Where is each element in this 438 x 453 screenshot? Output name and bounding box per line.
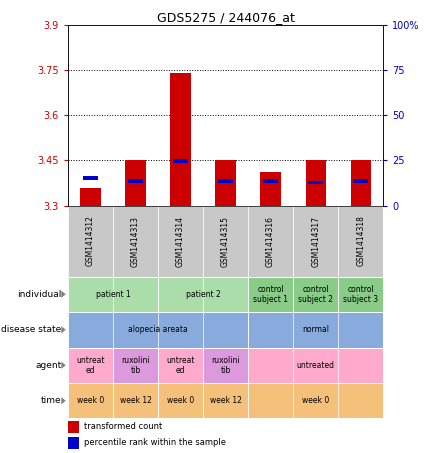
Bar [68, 206, 113, 276]
Bar [203, 383, 248, 419]
Bar [68, 312, 248, 347]
Text: disease state: disease state [1, 325, 61, 334]
Text: GSM1414318: GSM1414318 [356, 216, 365, 266]
Bar [293, 276, 338, 312]
Text: agent: agent [35, 361, 61, 370]
Text: week 0: week 0 [302, 396, 329, 405]
Text: GSM1414314: GSM1414314 [176, 216, 185, 266]
Text: percentile rank within the sample: percentile rank within the sample [84, 439, 226, 448]
Bar [113, 206, 158, 276]
Bar [158, 383, 203, 419]
Text: week 12: week 12 [210, 396, 241, 405]
Text: control
subject 2: control subject 2 [298, 284, 333, 304]
Text: GSM1414316: GSM1414316 [266, 216, 275, 266]
Text: normal: normal [302, 325, 329, 334]
Bar [68, 276, 158, 312]
Text: ruxolini
tib: ruxolini tib [211, 356, 240, 375]
Bar [203, 206, 248, 276]
Bar [113, 383, 158, 419]
Bar [68, 347, 113, 383]
Text: patient 2: patient 2 [186, 290, 220, 299]
Bar [68, 437, 79, 449]
Title: GDS5275 / 244076_at: GDS5275 / 244076_at [157, 11, 294, 24]
Text: week 0: week 0 [77, 396, 104, 405]
Bar [350, 160, 371, 206]
Bar [248, 383, 383, 419]
Text: untreat
ed: untreat ed [76, 356, 105, 375]
Bar [261, 173, 281, 206]
Bar [218, 179, 233, 183]
Bar [248, 312, 383, 347]
Bar [263, 179, 278, 183]
Text: alopecia areata: alopecia areata [128, 325, 188, 334]
Bar [248, 206, 293, 276]
Text: GSM1414317: GSM1414317 [311, 216, 320, 266]
Text: GSM1414312: GSM1414312 [86, 216, 95, 266]
Text: time: time [41, 396, 61, 405]
Text: untreat
ed: untreat ed [166, 356, 195, 375]
Text: patient 1: patient 1 [95, 290, 131, 299]
Bar [170, 73, 191, 206]
Bar [338, 276, 383, 312]
Bar [158, 347, 203, 383]
Bar [306, 160, 326, 206]
Text: untreated: untreated [297, 361, 335, 370]
Bar [215, 160, 236, 206]
Bar [353, 179, 368, 183]
Text: week 12: week 12 [120, 396, 152, 405]
Bar [293, 206, 338, 276]
Text: transformed count: transformed count [84, 422, 162, 431]
Bar [68, 383, 113, 419]
Text: GSM1414315: GSM1414315 [221, 216, 230, 266]
Bar [68, 421, 79, 433]
Bar [173, 159, 188, 164]
Bar [308, 181, 323, 184]
Text: control
subject 1: control subject 1 [253, 284, 288, 304]
Bar [125, 160, 145, 206]
Bar [248, 347, 383, 383]
Bar [158, 206, 203, 276]
Text: ruxolini
tib: ruxolini tib [121, 356, 150, 375]
Text: control
subject 3: control subject 3 [343, 284, 378, 304]
Text: GSM1414313: GSM1414313 [131, 216, 140, 266]
Bar [113, 347, 158, 383]
Bar [338, 206, 383, 276]
Bar [80, 188, 101, 206]
Text: week 0: week 0 [167, 396, 194, 405]
Bar [83, 176, 98, 180]
Bar [128, 179, 143, 183]
Bar [203, 347, 248, 383]
Bar [158, 276, 248, 312]
Text: individual: individual [17, 290, 61, 299]
Bar [248, 276, 293, 312]
